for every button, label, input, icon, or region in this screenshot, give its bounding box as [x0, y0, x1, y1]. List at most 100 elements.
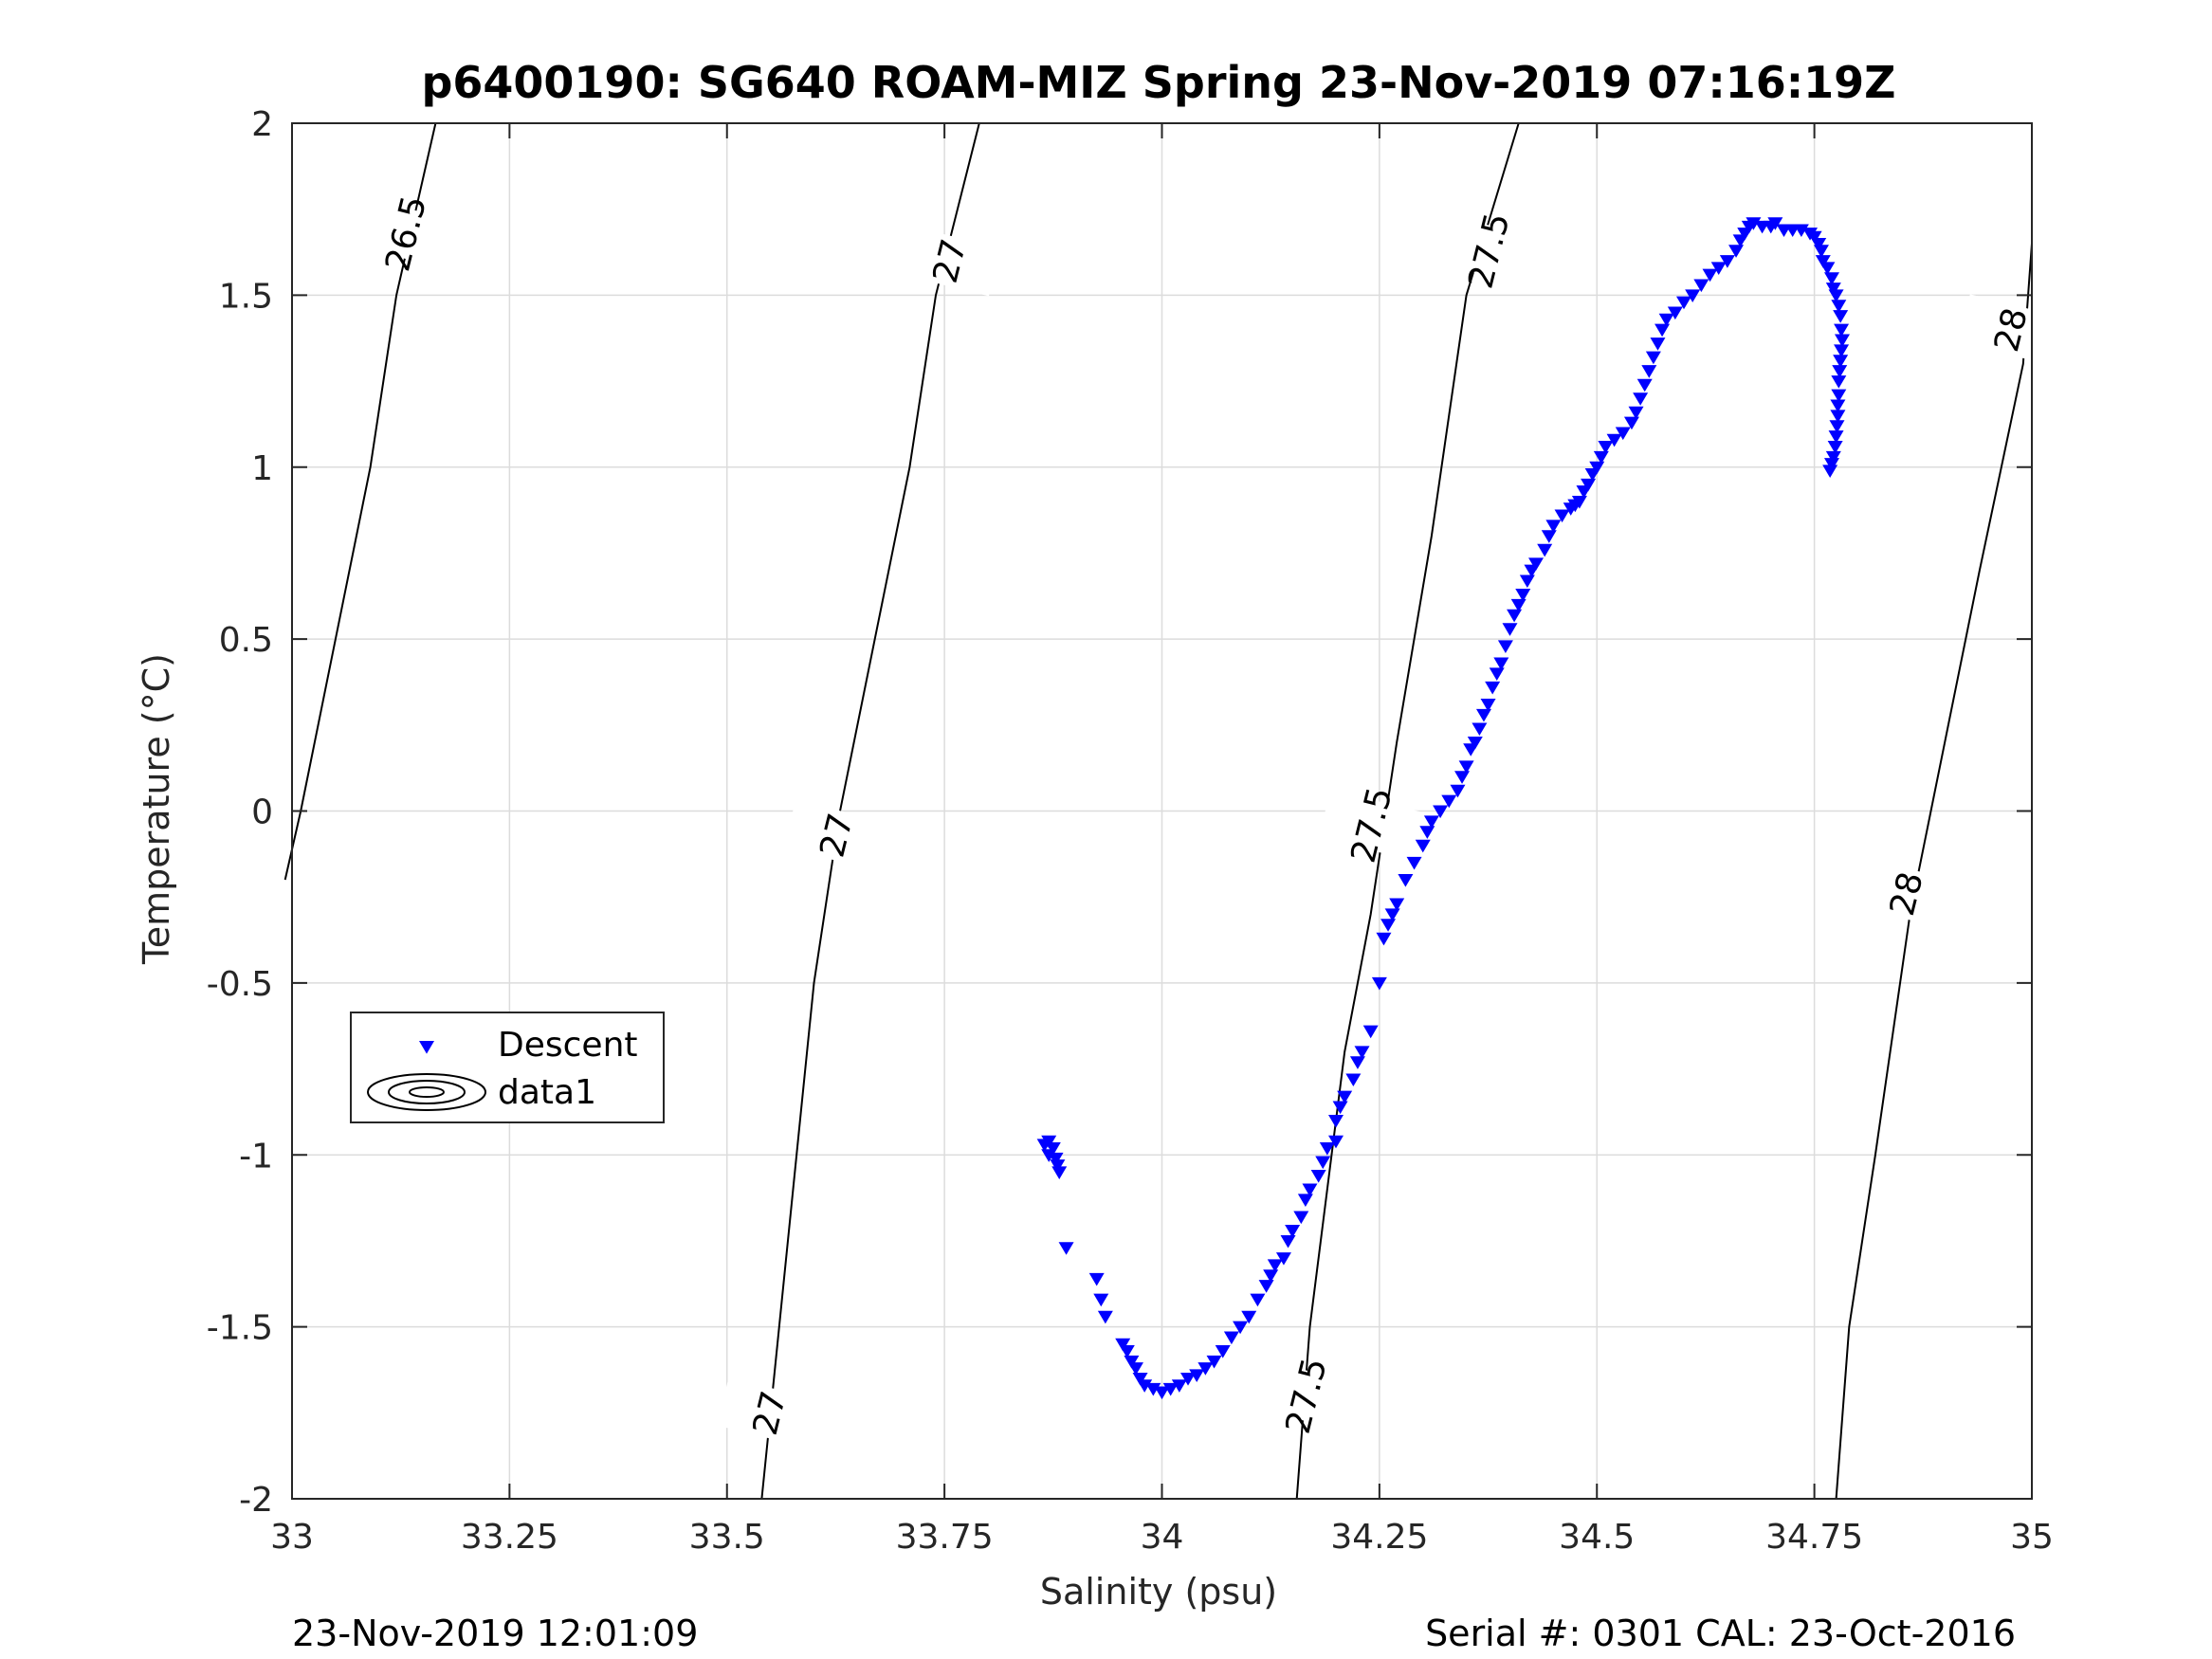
descent-point [1831, 389, 1847, 403]
descent-point [1667, 306, 1683, 320]
descent-point [1806, 230, 1822, 245]
descent-point [1581, 478, 1597, 492]
y-tick-label: -1.5 [207, 1309, 273, 1348]
contour-label-gap [1854, 858, 1958, 929]
descent-point [1275, 1252, 1291, 1266]
descent-point [1497, 640, 1513, 653]
descent-point [1115, 1338, 1131, 1352]
contour-line-27 [760, 122, 980, 1500]
descent-point [1832, 365, 1848, 378]
descent-point [1215, 1345, 1231, 1358]
descent-point [1710, 262, 1727, 275]
y-tick-label: -2 [239, 1481, 273, 1520]
descent-point [1507, 609, 1523, 623]
y-tick-label: 1 [251, 449, 273, 488]
descent-point [1834, 334, 1850, 348]
descent-point [1045, 1141, 1061, 1156]
descent-point [1815, 255, 1831, 268]
descent-point [1719, 255, 1735, 268]
y-tick-label: 0 [251, 793, 273, 832]
descent-point [1423, 815, 1439, 829]
x-tick-label: 34 [1141, 1518, 1184, 1557]
legend-contour-icon [367, 1073, 486, 1111]
x-axis-label: Salinity (psu) [1040, 1571, 1277, 1613]
descent-point [1829, 420, 1845, 433]
descent-point [1058, 1242, 1074, 1255]
descent-point [1145, 1382, 1161, 1396]
descent-point [1332, 1101, 1348, 1115]
descent-point [1197, 1362, 1214, 1376]
descent-point [1823, 272, 1839, 285]
descent-point [1328, 1114, 1344, 1128]
descent-point [1493, 657, 1509, 671]
descent-point [1502, 623, 1518, 636]
descent-point [1528, 557, 1545, 571]
contour-label-gap [783, 799, 888, 871]
descent-point [1615, 427, 1631, 441]
descent-point [1823, 458, 1839, 471]
descent-point [1628, 406, 1644, 420]
descent-point [1606, 433, 1622, 447]
descent-point [1433, 805, 1449, 819]
descent-point [1293, 1211, 1309, 1225]
descent-point [1650, 337, 1666, 351]
descent-point [1132, 1373, 1148, 1386]
descent-point [1589, 461, 1605, 475]
descent-point [1828, 289, 1844, 302]
contour-label-gap [1318, 789, 1423, 861]
descent-point [1811, 237, 1827, 251]
x-tick-label: 33.5 [689, 1518, 765, 1557]
descent-point [1676, 296, 1691, 310]
descent-point [1223, 1331, 1239, 1345]
descent-point [1541, 530, 1557, 543]
descent-point [1384, 908, 1400, 921]
descent-point [1406, 856, 1422, 870]
footer-timestamp: 23-Nov-2019 12:01:09 [292, 1613, 698, 1654]
descent-point [1728, 245, 1745, 258]
descent-point [1485, 681, 1501, 695]
descent-point [1467, 736, 1483, 750]
descent-point [1489, 667, 1505, 681]
descent-point [1119, 1345, 1135, 1358]
descent-point [1746, 217, 1762, 230]
descent-series [1036, 217, 1850, 1400]
descent-point [1337, 1090, 1353, 1104]
descent-point [1285, 1225, 1301, 1238]
descent-point [1658, 313, 1674, 327]
descent-point [1458, 760, 1474, 774]
x-tick-label: 33.25 [461, 1518, 558, 1557]
descent-point [1171, 1379, 1187, 1393]
descent-point [1345, 1073, 1362, 1087]
descent-point [1831, 300, 1847, 313]
descent-point [1180, 1373, 1197, 1386]
descent-point [1834, 323, 1850, 337]
y-tick-label: 1.5 [219, 277, 273, 316]
descent-point [1189, 1369, 1205, 1383]
contour-label-gap [1435, 214, 1541, 286]
descent-point [1162, 1382, 1179, 1396]
descent-point [1376, 932, 1392, 946]
descent-point [1450, 784, 1466, 798]
contour-label-gap [1958, 294, 2062, 365]
descent-point [1041, 1149, 1057, 1162]
descent-point [1825, 450, 1841, 465]
descent-point [1833, 355, 1849, 368]
contour-label-gap [896, 225, 1001, 297]
descent-point [1472, 722, 1488, 737]
descent-point [1362, 1025, 1379, 1039]
y-tick-label: -1 [239, 1137, 273, 1176]
descent-point [1137, 1379, 1153, 1393]
y-tick-label: 0.5 [219, 621, 273, 660]
x-tick-label: 34.5 [1559, 1518, 1635, 1557]
descent-point [1641, 365, 1657, 378]
footer-serial-cal: Serial #: 0301 CAL: 23-Oct-2016 [1425, 1613, 2016, 1654]
descent-point [1233, 1321, 1249, 1335]
descent-point [1571, 496, 1587, 509]
descent-point [1654, 323, 1671, 337]
x-tick-label: 34.75 [1765, 1518, 1863, 1557]
descent-point [1280, 1234, 1296, 1249]
descent-point [1050, 1159, 1066, 1173]
descent-point [1263, 1269, 1279, 1283]
